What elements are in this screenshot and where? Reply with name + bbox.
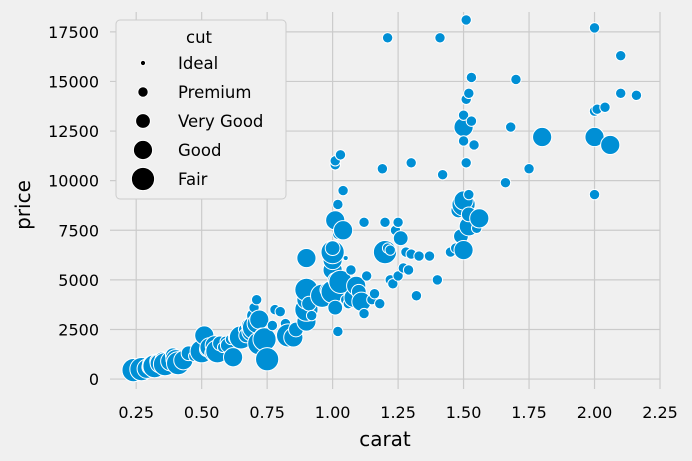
data-point: [600, 134, 621, 156]
legend-box: [115, 19, 287, 200]
data-point: [460, 157, 472, 169]
data-point: [332, 325, 344, 338]
y-tick-label: 15000: [48, 72, 99, 91]
data-point: [436, 169, 449, 181]
data-point: [630, 89, 643, 102]
data-point: [510, 73, 522, 86]
data-point: [337, 184, 349, 197]
legend-title: cut: [186, 28, 213, 47]
x-tick-label: 1.00: [315, 403, 351, 422]
x-tick-label: 1.50: [446, 403, 482, 422]
data-point: [381, 32, 394, 44]
legend-items: Ideal Premium Very Good Good Fair: [130, 54, 263, 192]
data-point: [468, 139, 480, 151]
legend-marker: [139, 59, 147, 67]
x-tick-label: 2.00: [577, 403, 613, 422]
data-point: [588, 22, 601, 34]
y-tick-label: 7500: [58, 221, 99, 240]
x-tick-label: 0.50: [184, 403, 220, 422]
data-point: [599, 101, 611, 113]
data-point: [332, 198, 344, 211]
data-point: [405, 157, 417, 169]
legend-label: Very Good: [178, 112, 263, 131]
data-point: [249, 309, 270, 330]
data-point: [465, 71, 478, 84]
data-point: [434, 32, 446, 44]
data-point: [413, 250, 425, 262]
data-point: [360, 270, 373, 282]
data-point: [423, 250, 436, 262]
data-point: [410, 290, 423, 302]
data-point: [523, 163, 535, 175]
data-point: [296, 247, 317, 269]
data-point: [324, 240, 341, 257]
data-point: [358, 216, 370, 229]
data-point: [615, 49, 627, 62]
data-point: [358, 307, 370, 320]
y-tick-label: 17500: [48, 23, 99, 42]
data-point: [505, 121, 517, 133]
data-point: [453, 240, 474, 261]
legend-label: Premium: [178, 83, 251, 102]
legend-marker: [132, 139, 154, 161]
legend: cut Ideal Premium Very Good Good Fair: [115, 19, 287, 200]
x-tick-label: 1.25: [380, 403, 416, 422]
data-point: [465, 115, 478, 127]
x-axis-label: carat: [359, 427, 411, 451]
x-tick-label: 2.25: [642, 403, 678, 422]
data-point: [392, 216, 404, 229]
data-points: [121, 14, 643, 383]
data-point: [376, 163, 389, 175]
legend-marker: [135, 113, 151, 129]
data-point: [274, 305, 286, 318]
data-point: [305, 309, 318, 322]
data-point: [532, 126, 553, 148]
y-tick-labels: 0 2500 5000 7500 10000 12500 15000 17500: [48, 23, 99, 389]
data-point: [463, 87, 475, 100]
legend-marker: [130, 166, 156, 192]
y-axis-label: price: [11, 180, 35, 230]
data-point: [431, 274, 444, 286]
legend-label: Ideal: [178, 54, 218, 73]
data-point: [402, 264, 415, 276]
data-point: [392, 270, 404, 282]
x-tick-label: 0.25: [118, 403, 154, 422]
data-point: [469, 208, 490, 229]
data-point: [250, 294, 263, 306]
data-point: [457, 135, 470, 147]
x-tick-label: 1.75: [511, 403, 547, 422]
data-point: [345, 264, 357, 276]
y-tick-label: 0: [89, 370, 99, 389]
data-point: [387, 278, 399, 290]
data-point: [342, 254, 349, 262]
data-point: [266, 319, 279, 332]
data-point: [255, 347, 280, 372]
x-tick-labels: 0.25 0.50 0.75 1.00 1.25 1.50 1.75 2.00 2.25: [118, 403, 677, 422]
data-point: [327, 299, 344, 316]
legend-label: Fair: [178, 170, 208, 189]
data-point: [368, 288, 381, 300]
data-point: [457, 109, 470, 121]
data-point: [463, 188, 475, 201]
legend-marker: [137, 86, 149, 98]
y-tick-label: 12500: [48, 122, 99, 141]
data-point: [588, 188, 601, 201]
data-point: [460, 14, 472, 26]
data-point: [615, 87, 627, 100]
data-point: [499, 176, 512, 189]
legend-label: Good: [178, 141, 221, 160]
data-point: [222, 347, 244, 368]
data-point: [332, 220, 354, 241]
y-tick-label: 5000: [58, 271, 99, 290]
data-point: [334, 149, 347, 161]
y-tick-label: 10000: [48, 172, 99, 191]
data-point: [392, 230, 409, 247]
x-tick-label: 0.75: [249, 403, 285, 422]
data-point: [379, 216, 391, 229]
y-tick-label: 2500: [58, 320, 99, 339]
data-point: [384, 244, 396, 256]
data-point: [374, 297, 386, 310]
